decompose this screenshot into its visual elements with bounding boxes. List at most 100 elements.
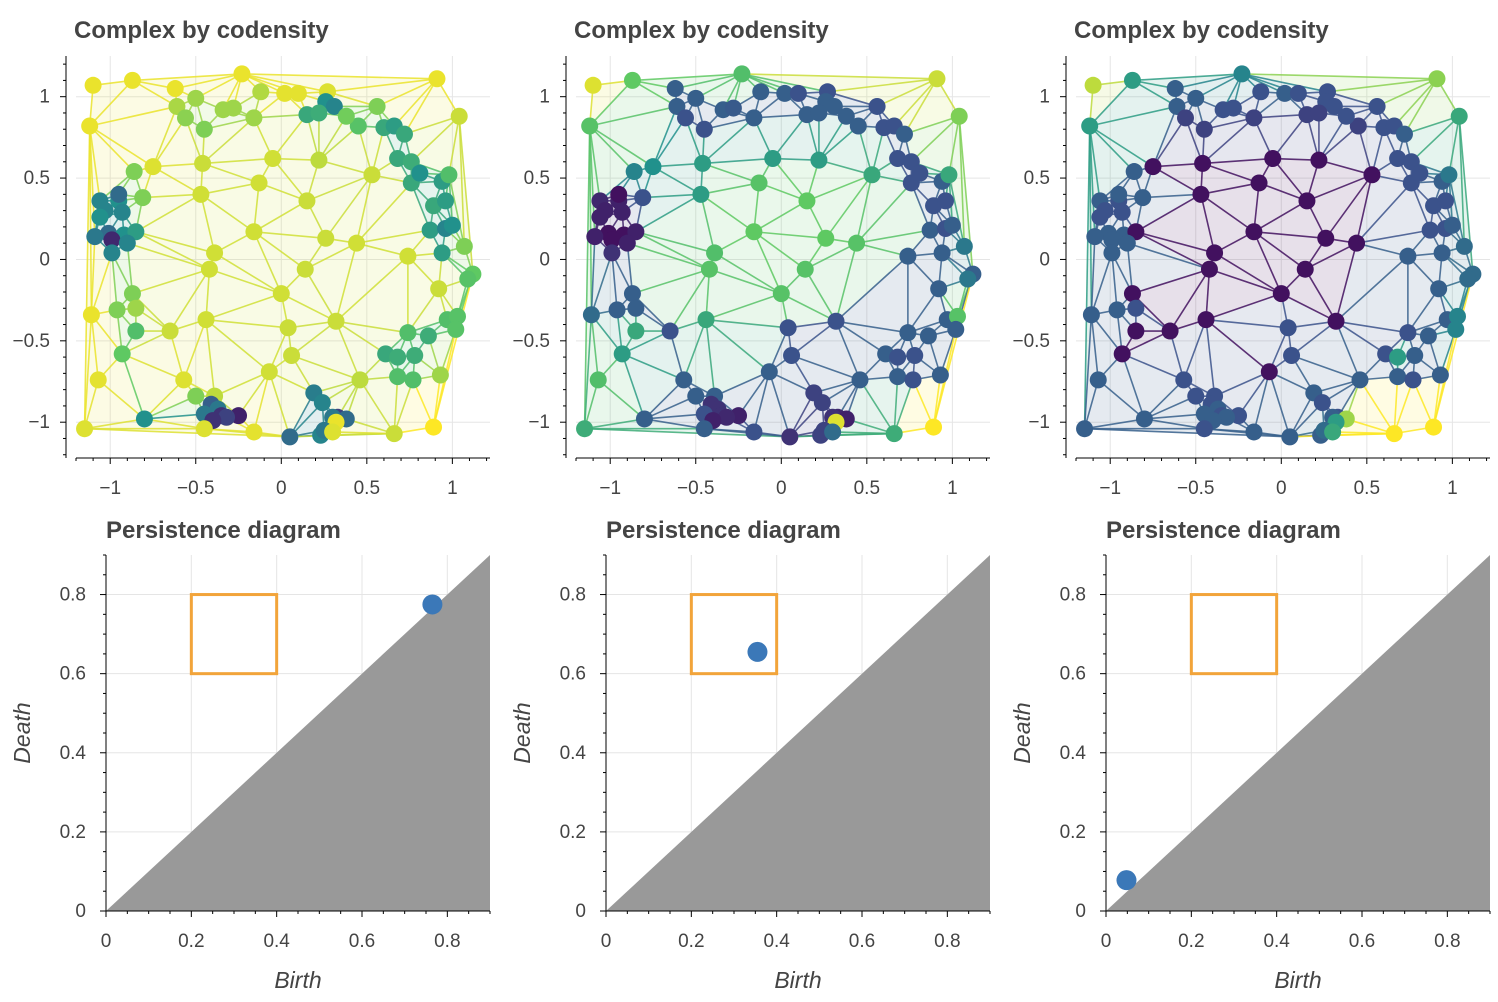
complex-vertex [125, 163, 143, 181]
complex-edge [859, 379, 895, 435]
simplex-triangle [700, 163, 760, 195]
simplex-triangle [1407, 252, 1443, 289]
complex-edge [205, 318, 289, 329]
complex-vertex [395, 125, 413, 143]
complex-edge [621, 330, 671, 355]
simplex-triangle [1084, 379, 1145, 429]
simplex-triangle [411, 116, 460, 175]
simplex-triangle [1269, 355, 1314, 393]
simplex-triangle [753, 93, 807, 118]
complex-vertex [589, 371, 607, 389]
complex-vertex [789, 84, 807, 102]
complex-vertex [127, 299, 145, 317]
persistence-plot-2: Persistence diagram 00 0.2 0.2 0.4 0.4 0.6 0.6 0… [509, 517, 991, 993]
simplex-triangle [1336, 321, 1408, 354]
complex-edge [758, 182, 808, 202]
simplex-triangle [1404, 116, 1460, 162]
complex-vertex [1123, 71, 1141, 89]
complex-edge [1253, 230, 1326, 240]
complex-edge [183, 319, 207, 381]
x-tick-label: 0.5 [854, 478, 880, 499]
complex-edge [404, 115, 460, 135]
complex-edge [644, 395, 697, 420]
simplex-triangle [818, 125, 872, 175]
complex-vertex [437, 192, 455, 210]
complex-edge [152, 117, 187, 168]
complex-edge [132, 268, 210, 295]
complex-edge [806, 174, 873, 202]
complex-vertex [1252, 83, 1270, 101]
complex-vertex [175, 371, 193, 389]
complex-edge [88, 125, 93, 315]
complex-edge [635, 231, 715, 254]
simplex-triangle [89, 125, 135, 201]
complex-edge [583, 314, 593, 429]
simplex-triangle [644, 379, 696, 419]
simplex-triangle [635, 194, 715, 253]
simplex-triangle [98, 353, 145, 419]
simplex-triangle [907, 252, 943, 289]
simplex-triangle [1089, 80, 1177, 126]
complex-vertex [1289, 84, 1307, 102]
complex-edge [1214, 252, 1282, 295]
simplex-triangle [272, 114, 319, 161]
complex-vertex [581, 117, 599, 135]
complex-edge [318, 115, 347, 161]
complex-vertex [1076, 420, 1094, 438]
complex-edge [143, 379, 185, 420]
complex-edge [325, 174, 373, 239]
simplex-triangle [144, 379, 196, 419]
simplex-triangle [1305, 243, 1357, 322]
simplex-triangle [1253, 231, 1306, 294]
complex-edge [169, 268, 211, 332]
complex-vertex [687, 89, 705, 107]
complex-vertex [618, 234, 636, 252]
simplex-triangle [836, 256, 908, 333]
simplex-triangle [836, 243, 908, 322]
complex-edge [753, 231, 806, 270]
complex-edge [1152, 165, 1202, 196]
x-tick-label: −0.5 [677, 478, 715, 499]
simplex-triangle [622, 331, 684, 380]
complex-vertex [1447, 320, 1465, 338]
complex-vertex [634, 189, 652, 207]
selection-box [1189, 593, 1279, 676]
complex-vertex [706, 244, 724, 262]
complex-edge [632, 268, 710, 295]
y-axis-label: Death [9, 702, 35, 763]
complex-edge [791, 354, 861, 381]
simplex-triangle [1127, 231, 1210, 270]
simplex-triangle [791, 321, 860, 380]
complex-edge [835, 242, 858, 322]
complex-vertex [433, 244, 451, 262]
complex-vertex [955, 237, 973, 255]
simplex-triangle [1122, 353, 1184, 419]
complex-edge [304, 242, 357, 270]
simplex-triangle [214, 231, 282, 294]
complex-edge [741, 73, 937, 80]
complex-vertex [603, 231, 621, 249]
simplex-triangle [202, 117, 273, 164]
complex-edge [272, 158, 308, 202]
complex-vertex [576, 420, 594, 438]
complex-edge [202, 117, 255, 165]
complex-edge [237, 371, 270, 417]
complex-vertex [635, 410, 653, 428]
complex-edge [432, 374, 442, 428]
complex-vertex [187, 89, 205, 107]
complex-edge [1412, 379, 1435, 428]
simplex-triangle [1135, 194, 1215, 253]
complex-edge [1195, 73, 1243, 100]
complex-vertex [627, 299, 645, 317]
complex-edge [855, 182, 912, 244]
complex-edge [152, 106, 178, 167]
complex-vertex [411, 164, 429, 182]
complex-edge [1135, 231, 1215, 254]
complex-vertex [1317, 229, 1335, 247]
complex-vertex [687, 387, 705, 405]
complex-vertex [608, 301, 626, 319]
complex-edge [1152, 117, 1187, 168]
simplex-triangle [1336, 321, 1386, 380]
plot-title: Complex by codensity [574, 17, 829, 44]
complex-edge [272, 114, 308, 160]
